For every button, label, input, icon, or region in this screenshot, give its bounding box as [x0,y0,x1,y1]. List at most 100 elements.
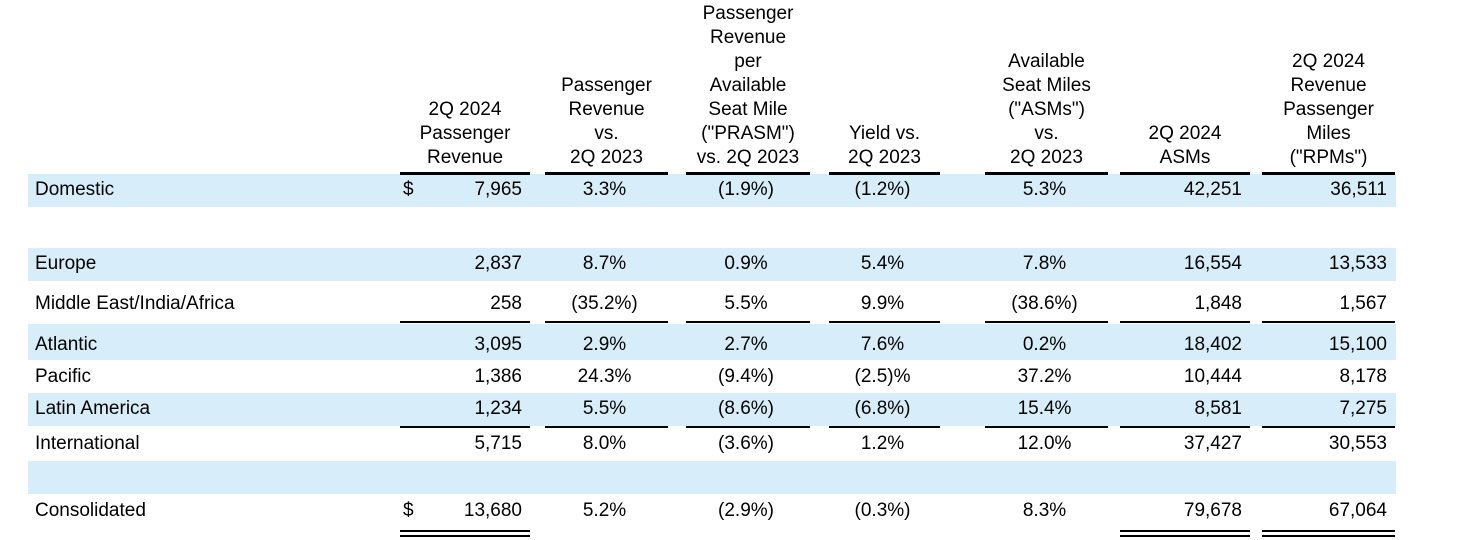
subtotal-rule [1120,321,1250,323]
cell-value: 15.4% [1017,398,1072,419]
cell-value: 13,680 [463,500,522,521]
subtotal-rule [400,321,530,323]
cell-value: (2.9%) [718,500,774,521]
header-rule [400,172,530,175]
header-rule [985,172,1108,175]
cell-value: (1.9%) [718,179,774,200]
column-header: 2Q 2024 [1292,51,1365,72]
column-header: Yield vs. [848,123,921,144]
cell-value: 1.2% [860,433,905,454]
total-rule [1120,530,1250,532]
cell-value: (9.4%) [718,366,774,387]
column-header: ASMs [1159,147,1211,168]
row-label: Middle East/India/Africa [35,293,235,314]
subtotal-rule [1262,426,1395,428]
subtotal-rule [829,426,940,428]
cell-value: 1,386 [474,366,522,387]
row-label: Consolidated [35,500,146,521]
cell-value: 5.4% [860,253,905,274]
subtotal-rule [985,426,1108,428]
cell-value: 16,554 [1183,253,1242,274]
subtotal-rule [985,321,1108,323]
header-rule [686,172,810,175]
subtotal-rule [545,321,668,323]
cell-value: (35.2%) [571,293,638,314]
row-label: Domestic [35,179,115,200]
subtotal-rule [686,321,810,323]
cell-value: (38.6%) [1011,293,1078,314]
cell-value: 8,581 [1194,398,1242,419]
cell-value: 8.7% [582,253,627,274]
subtotal-rule [1120,426,1250,428]
cell-value: 5.3% [1022,179,1067,200]
cell-value: 12.0% [1017,433,1072,454]
cell-value: 5.2% [582,500,627,521]
column-header: 2Q 2023 [1010,147,1083,168]
column-header: Passenger [561,75,652,96]
column-header: 2Q 2023 [570,147,643,168]
cell-value: 1,848 [1194,293,1242,314]
cell-value: 7.6% [860,334,905,355]
column-header: Seat Mile [708,99,788,120]
cell-value: 7.8% [1022,253,1067,274]
column-header: Available [709,75,787,96]
cell-value: 9.9% [860,293,905,314]
total-rule [400,535,530,537]
cell-value: 5,715 [474,433,522,454]
cell-value: 36,511 [1330,179,1387,200]
row-label: Europe [35,253,97,274]
cell-value: 42,251 [1183,179,1242,200]
cell-value: 24.3% [577,366,632,387]
row-band [28,324,1396,360]
cell-value: (2.5)% [854,366,911,387]
column-header: vs. [594,123,619,144]
subtotal-rule [686,426,810,428]
cell-value: 37,427 [1183,433,1242,454]
column-header: ("PRASM") [701,123,795,144]
cell-value: (1.2%) [854,179,911,200]
column-header: ("RPMs") [1289,147,1368,168]
total-rule [400,530,530,532]
cell-value: 10,444 [1183,366,1242,387]
cell-value: 13,533 [1328,253,1387,274]
cell-value: 0.2% [1022,334,1067,355]
column-header: Revenue [426,147,504,168]
cell-value: 8.0% [582,433,627,454]
cell-value: 3.3% [582,179,627,200]
cell-value: 1,234 [474,398,522,419]
column-header: per [734,51,762,72]
cell-value: 2.9% [582,334,627,355]
row-band [28,248,1396,281]
cell-value: 30,553 [1328,433,1387,454]
cell-value: 2.7% [724,334,768,355]
column-header: vs. 2Q 2023 [696,147,800,168]
cell-value: 7,275 [1339,398,1387,419]
cell-value: 37.2% [1017,366,1072,387]
column-header: Available [1008,51,1085,72]
cell-value: 8,178 [1339,366,1387,387]
subtotal-rule [829,321,940,323]
column-header: Passenger [1283,99,1374,120]
total-rule [1262,530,1395,532]
cell-value: (3.6%) [718,433,774,454]
row-label: Atlantic [35,334,98,355]
row-label: Latin America [35,398,151,419]
column-header: Passenger [419,123,511,144]
row-band [28,174,1396,207]
row-label: Pacific [35,366,91,387]
cell-value: 5.5% [582,398,627,419]
column-header: 2Q 2023 [848,147,921,168]
subtotal-rule [545,426,668,428]
column-header: Passenger [702,3,794,24]
row-band [28,393,1396,426]
cell-value: 7,965 [474,179,522,200]
cell-value: 18,402 [1183,334,1242,355]
cell-value: 8.3% [1022,500,1067,521]
header-rule [545,172,668,175]
subtotal-rule [1262,321,1395,323]
column-header: 2Q 2024 [428,99,502,120]
column-header: Revenue [1290,75,1367,96]
header-rule [1262,172,1395,175]
cell-value: 258 [490,293,522,314]
